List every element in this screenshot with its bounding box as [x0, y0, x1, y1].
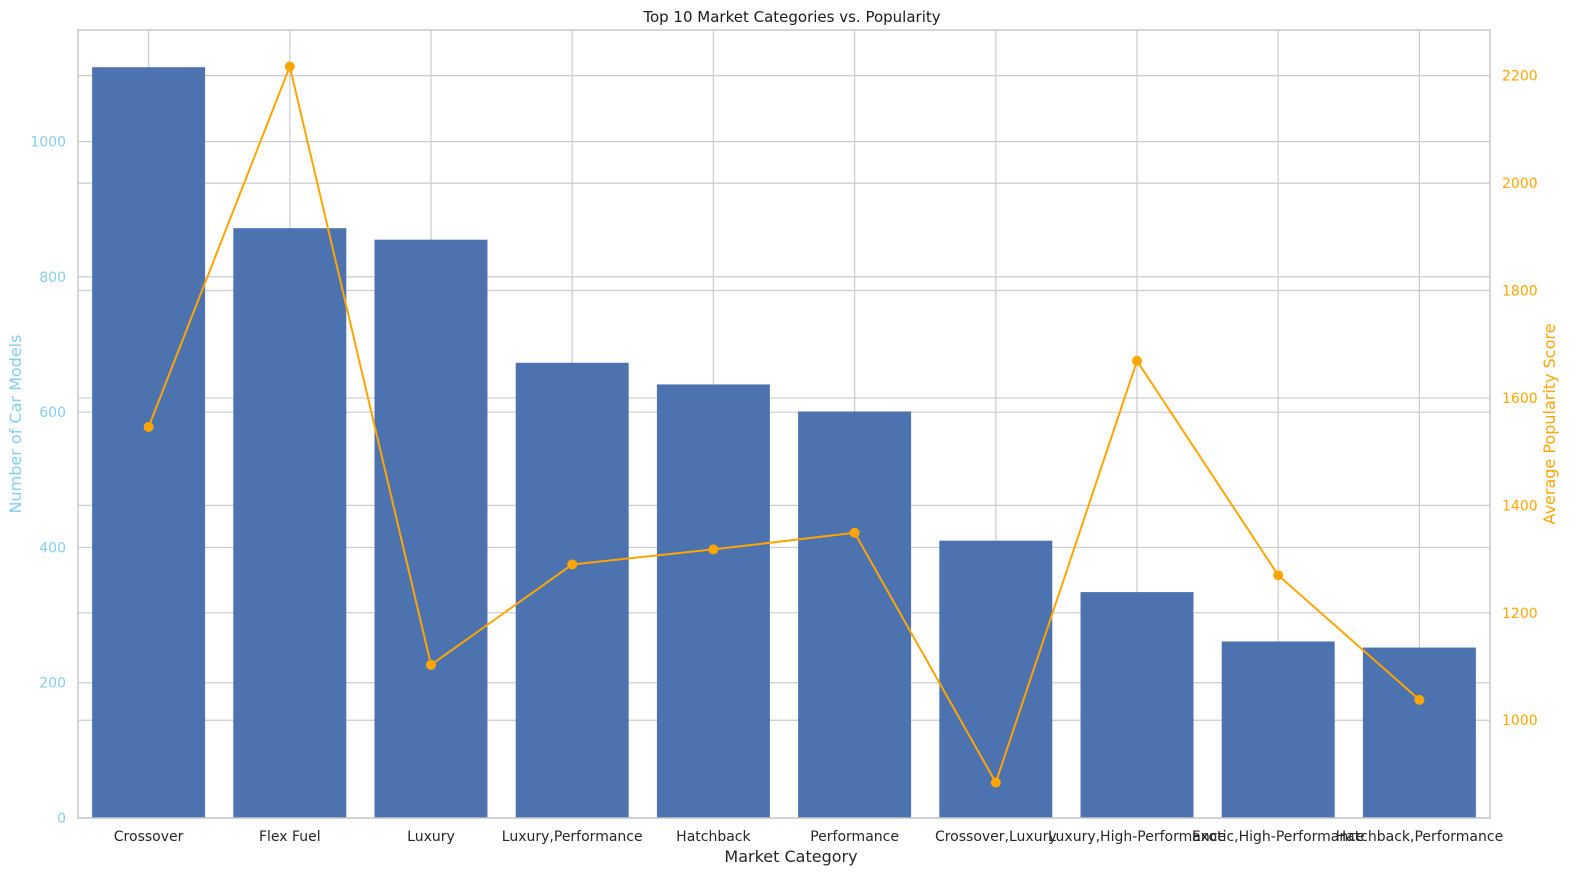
y-axis-left-title: Number of Car Models [6, 335, 25, 514]
bar [374, 239, 488, 819]
popularity-point [849, 527, 860, 538]
bar [939, 540, 1053, 818]
chart-title: Top 10 Market Categories vs. Popularity [642, 8, 940, 26]
x-tick-label: Crossover,Luxury [935, 829, 1057, 845]
x-tick-label: Hatchback,Performance [1336, 829, 1504, 845]
popularity-point [1414, 694, 1425, 705]
popularity-point [1132, 355, 1142, 366]
bar [798, 411, 912, 818]
popularity-point [708, 544, 719, 555]
y-left-tick-label: 800 [39, 270, 66, 286]
y-left-tick-label: 600 [39, 405, 66, 421]
y-left-tick-label: 200 [39, 676, 66, 692]
y-left-tick-label: 1000 [30, 135, 66, 151]
x-tick-label: Crossover [114, 829, 184, 845]
x-tick-label: Exotic,High-Performance [1192, 829, 1365, 845]
x-tick-label: Performance [810, 829, 899, 845]
y-right-tick-label: 1800 [1502, 284, 1538, 300]
y-right-tick-label: 1400 [1502, 498, 1538, 514]
y-left-tick-label: 400 [39, 540, 66, 556]
bar [1221, 641, 1335, 818]
y-right-tick-label: 1600 [1502, 391, 1538, 407]
bar [515, 362, 629, 818]
bar [1080, 592, 1194, 818]
y-axis-right-title: Average Popularity Score [1540, 324, 1559, 525]
popularity-point [990, 777, 1001, 788]
bar [92, 67, 206, 818]
popularity-point [284, 61, 295, 72]
x-tick-label: Luxury,Performance [502, 829, 643, 845]
bar-layer [92, 67, 1476, 819]
y-right-tick-label: 1000 [1502, 713, 1538, 729]
y-left-tick-label: 0 [57, 811, 66, 827]
popularity-line [147, 63, 1421, 785]
x-axis-title: Market Category [724, 847, 857, 866]
x-tick-label: Hatchback [676, 829, 751, 845]
x-tick-label: Luxury [407, 829, 455, 845]
bar [1362, 647, 1476, 818]
popularity-point [143, 421, 154, 432]
y-right-tick-label: 2200 [1502, 69, 1538, 85]
plot-frame [77, 29, 1491, 819]
y-right-tick-label: 2000 [1502, 176, 1538, 192]
popularity-point [426, 659, 436, 670]
axis-layer: 0 200 400 600 800 1000 1000 1200 1400 1600 1800 200… [30, 29, 1538, 845]
y-right-tick-label: 1200 [1502, 606, 1538, 622]
x-tick-label: Flex Fuel [259, 829, 321, 845]
line-layer [143, 61, 1425, 788]
popularity-point [1273, 570, 1284, 581]
bar [233, 228, 347, 818]
bar [656, 384, 770, 818]
popularity-point [567, 559, 578, 570]
x-tick-label: Luxury,High-Performance [1048, 829, 1226, 845]
